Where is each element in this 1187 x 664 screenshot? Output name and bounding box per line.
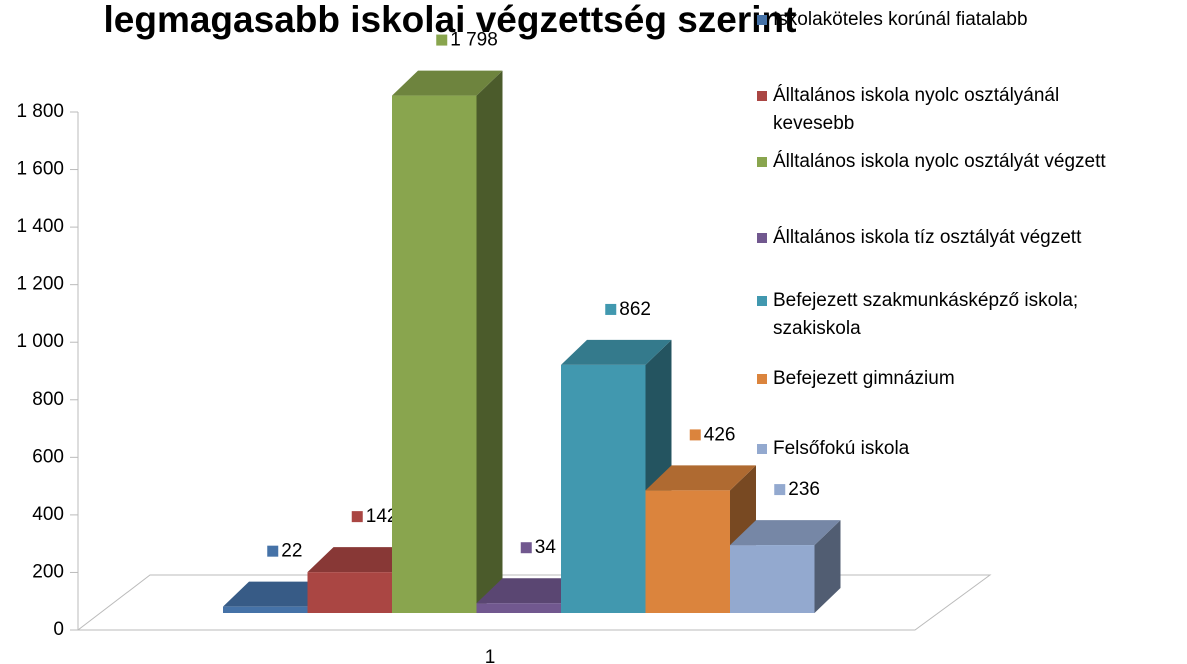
bar	[392, 95, 477, 613]
legend-label: Álltalános iskola tíz osztályát végzett	[773, 227, 1082, 248]
data-label: 22	[281, 541, 302, 562]
data-label: 34	[535, 537, 557, 558]
legend-swatch	[757, 296, 767, 306]
legend-swatch	[757, 374, 767, 384]
legend-label: Álltalános iskola nyolc osztályát végzet…	[773, 151, 1106, 172]
y-tick-label: 600	[32, 446, 64, 467]
legend-swatch	[757, 444, 767, 454]
legend-swatch	[757, 91, 767, 101]
bar-top	[223, 581, 334, 607]
bar	[476, 603, 561, 613]
y-tick-label: 1 600	[16, 159, 64, 180]
bar-top	[476, 578, 587, 604]
y-tick-label: 200	[32, 561, 64, 582]
y-tick-label: 0	[53, 619, 64, 640]
legend-swatch	[757, 15, 767, 25]
data-label-marker	[351, 511, 363, 523]
x-tick-label: 1	[485, 647, 496, 664]
data-label-marker	[267, 545, 279, 557]
legend-item: Felsőfokú iskola	[757, 435, 1177, 463]
bar-top	[645, 465, 756, 491]
legend-label: Befejezett szakmunkásképző iskola; szaki…	[773, 290, 1079, 339]
bar-side	[476, 70, 503, 613]
bar-top	[392, 70, 503, 96]
legend-label: Felsőfokú iskola	[773, 438, 910, 459]
legend-swatch	[757, 157, 767, 167]
bar	[223, 606, 308, 613]
chart-title: legmagasabb iskolai végzettség szerint	[104, 0, 797, 40]
y-tick-label: 1 400	[16, 216, 64, 237]
data-label-marker	[520, 542, 532, 554]
bar-top	[307, 547, 418, 573]
y-tick-label: 1 800	[16, 101, 64, 122]
bar	[730, 545, 815, 613]
data-label-marker	[436, 34, 448, 46]
bar-top	[730, 520, 841, 546]
legend-label: Álltalános iskola nyolc osztályánál keve…	[773, 85, 1060, 134]
legend-item: Iskolaköteles korúnál fiatalabb	[757, 6, 1177, 34]
data-label-marker	[605, 303, 617, 315]
data-label: 426	[704, 424, 736, 445]
bar	[307, 572, 392, 613]
legend-item: Álltalános iskola tíz osztályát végzett	[757, 224, 1177, 252]
y-tick-label: 400	[32, 504, 64, 525]
data-label: 142	[366, 506, 398, 527]
legend-swatch	[757, 233, 767, 243]
legend-label: Befejezett gimnázium	[773, 368, 955, 389]
data-label: 1 798	[450, 30, 498, 51]
y-tick-label: 1 200	[16, 274, 64, 295]
bar	[645, 490, 730, 613]
y-tick-label: 800	[32, 389, 64, 410]
legend-label: Iskolaköteles korúnál fiatalabb	[773, 9, 1028, 30]
bar-side	[814, 520, 841, 613]
legend-item: Befejezett szakmunkásképző iskola; szaki…	[757, 287, 1117, 343]
data-label: 236	[788, 479, 820, 500]
legend-item: Álltalános iskola nyolc osztályánál keve…	[757, 82, 1102, 138]
data-label-marker	[689, 429, 701, 441]
y-tick-label: 1 000	[16, 331, 64, 352]
data-label: 862	[619, 299, 651, 320]
bar-top	[561, 339, 672, 365]
legend-item: Befejezett gimnázium	[757, 365, 1177, 393]
data-label-marker	[774, 484, 786, 496]
bar	[561, 364, 646, 613]
legend-item: Álltalános iskola nyolc osztályát végzet…	[757, 148, 1187, 176]
